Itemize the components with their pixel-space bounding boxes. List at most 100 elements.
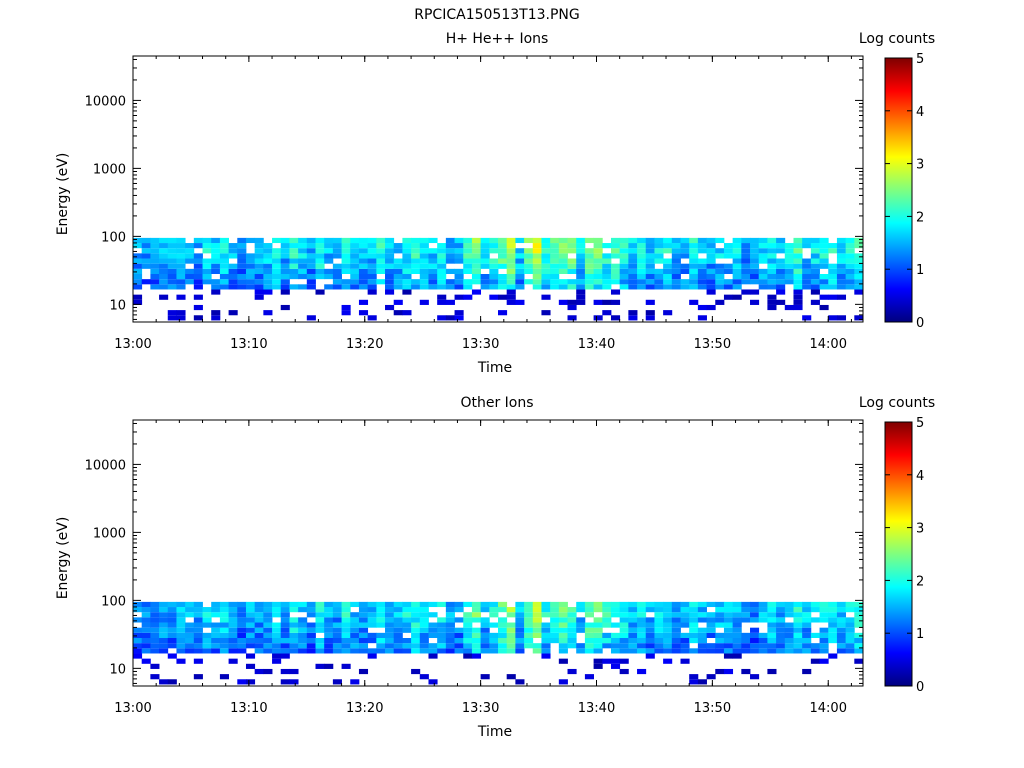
heatmap-cell [445, 243, 455, 249]
heatmap-cell [706, 237, 716, 244]
heatmap-cell [263, 648, 273, 654]
heatmap-cell [524, 627, 534, 633]
heatmap-cell [706, 279, 716, 285]
heatmap-cell [428, 632, 438, 638]
heatmap-cell [576, 258, 586, 264]
heatmap-cell [219, 258, 229, 264]
heatmap-cell [254, 617, 264, 623]
heatmap-cell [471, 248, 482, 254]
heatmap-cell [776, 237, 786, 244]
panel-title: Other Ions [460, 395, 533, 411]
heatmap-cell [315, 243, 325, 249]
heatmap-cell [341, 237, 351, 244]
y-tick-label: 10000 [85, 94, 126, 109]
heatmap-cell [854, 643, 864, 649]
heatmap-cell [437, 632, 447, 638]
heatmap-cell [419, 612, 429, 618]
heatmap-cell [463, 263, 473, 269]
heatmap-cell [411, 607, 421, 613]
heatmap-cell [358, 279, 369, 285]
heatmap-cell [515, 268, 525, 274]
heatmap-cell [619, 279, 629, 285]
heatmap-cell [541, 643, 551, 649]
heatmap-cell [463, 643, 473, 649]
heatmap-cell [819, 658, 829, 664]
heatmap-cell [810, 284, 820, 290]
heatmap-cell [671, 632, 681, 638]
heatmap-cell [202, 274, 212, 280]
heatmap-cell [854, 617, 864, 623]
heatmap-cell [576, 299, 586, 305]
heatmap-cell [185, 601, 195, 608]
heatmap-cell [802, 617, 812, 623]
heatmap-cell [358, 258, 369, 264]
heatmap-cell [732, 643, 742, 649]
heatmap-cell [289, 253, 299, 259]
heatmap-cell [515, 612, 525, 618]
heatmap-cell [332, 632, 342, 638]
heatmap-cell [219, 617, 229, 623]
heatmap-cell [550, 274, 560, 280]
heatmap-cell [836, 268, 847, 274]
heatmap-cell [524, 268, 534, 274]
heatmap-cell [802, 279, 812, 285]
heatmap-cell [697, 268, 707, 274]
heatmap-cell [723, 622, 734, 628]
heatmap-cell [228, 248, 238, 254]
heatmap-cell [723, 607, 734, 613]
heatmap-cell [219, 274, 229, 280]
heatmap-cell [506, 237, 516, 244]
heatmap-cell [645, 638, 655, 644]
heatmap-cell [498, 274, 508, 280]
heatmap-cell [715, 237, 725, 244]
heatmap-cell [845, 632, 855, 638]
heatmap-cell [324, 663, 334, 669]
heatmap-cell [836, 258, 847, 264]
heatmap-cell [385, 284, 395, 290]
heatmap-cell [854, 607, 864, 613]
heatmap-cell [619, 248, 629, 254]
heatmap-cell [350, 612, 360, 618]
heatmap-cell [671, 643, 681, 649]
heatmap-cell [428, 612, 438, 618]
heatmap-cell [219, 284, 229, 290]
heatmap-cell [263, 248, 273, 254]
heatmap-cell [350, 627, 360, 633]
heatmap-cell [324, 607, 334, 613]
heatmap-cell [819, 607, 829, 613]
heatmap-cell [802, 263, 812, 269]
heatmap-cell [463, 632, 473, 638]
heatmap-cell [306, 315, 316, 321]
heatmap-cell [506, 627, 516, 633]
heatmap-cell [810, 237, 820, 244]
heatmap-cell [411, 258, 421, 264]
heatmap-cell [654, 627, 664, 633]
heatmap-cell [498, 243, 508, 249]
heatmap-cell [454, 243, 464, 249]
heatmap-cell [341, 310, 351, 316]
heatmap-cell [254, 263, 264, 269]
heatmap-cell [819, 601, 829, 608]
heatmap-cell [602, 632, 612, 638]
heatmap-cell [419, 243, 429, 249]
heatmap-cell [628, 643, 638, 649]
heatmap-cell [289, 268, 299, 274]
heatmap-cell [332, 243, 342, 249]
heatmap-cell [741, 632, 751, 638]
heatmap-cell [445, 248, 455, 254]
heatmap-cell [228, 274, 238, 280]
heatmap-cell [550, 284, 560, 290]
heatmap-cell [706, 612, 716, 618]
heatmap-cell [576, 279, 586, 285]
heatmap-cell [245, 258, 256, 264]
heatmap-cell [723, 627, 734, 633]
heatmap-cell [802, 237, 812, 244]
heatmap-cell [341, 617, 351, 623]
heatmap-cell [150, 632, 160, 638]
heatmap-cell [802, 607, 812, 613]
heatmap-cell [150, 607, 160, 613]
heatmap-cell [454, 643, 464, 649]
heatmap-cell [315, 258, 325, 264]
heatmap-cell [602, 638, 612, 644]
heatmap-cell [306, 258, 316, 264]
